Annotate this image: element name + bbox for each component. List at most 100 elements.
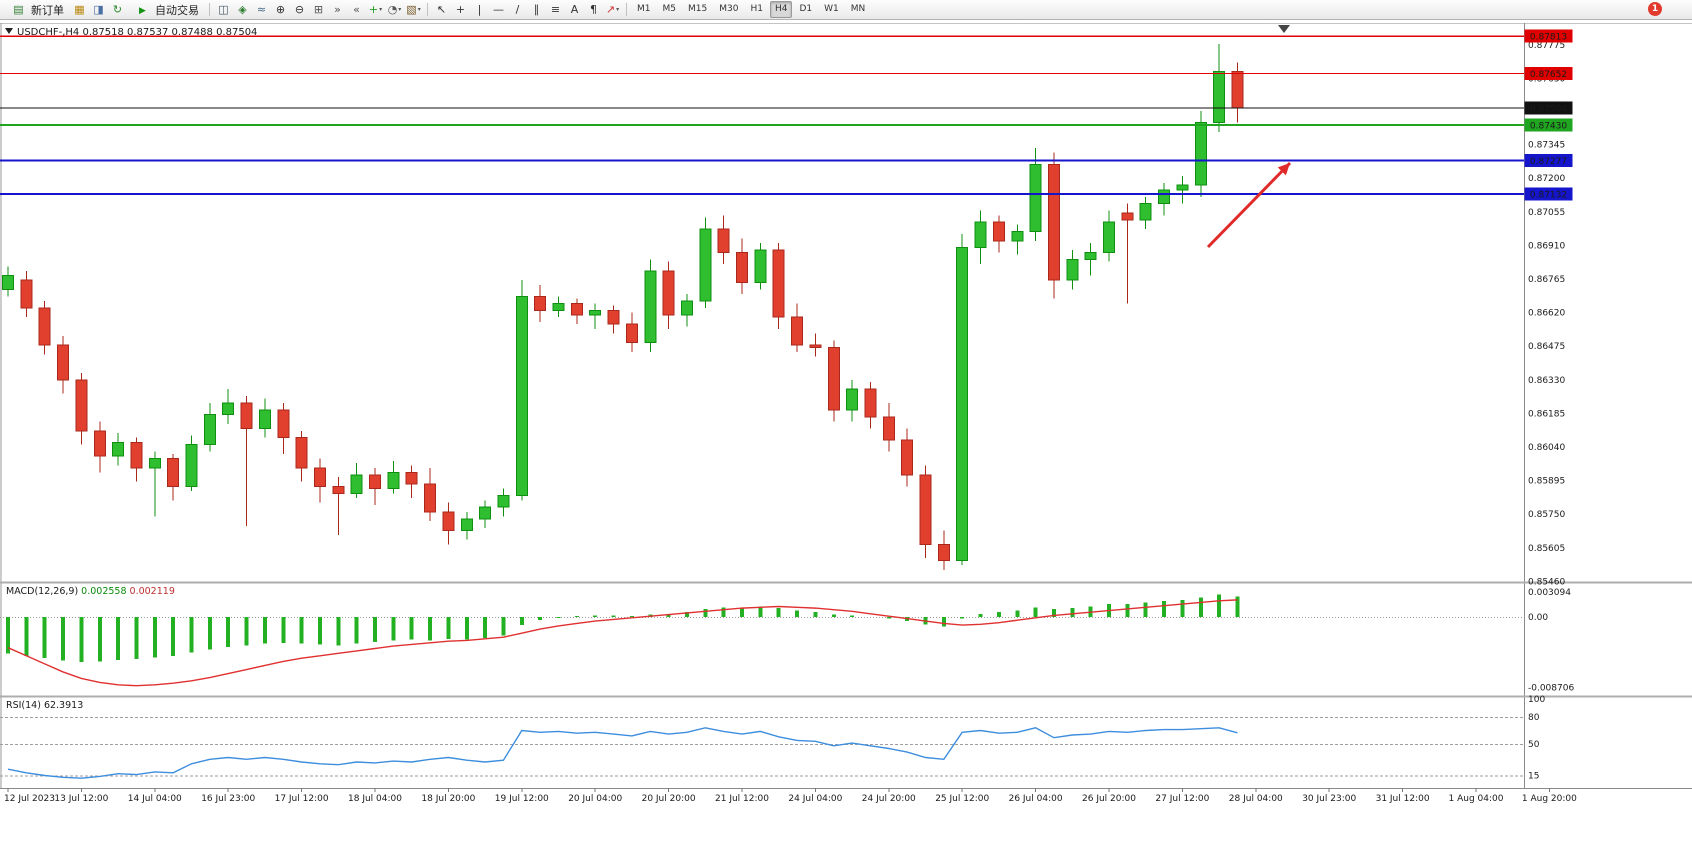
- candle: [589, 309, 602, 316]
- price-axis-label: 0.86620: [1528, 309, 1565, 319]
- price-badge-label: 0.87430: [1530, 121, 1567, 131]
- fibonacci-icon[interactable]: ≡: [550, 2, 561, 16]
- new-chart-icon[interactable]: ▦: [74, 2, 85, 16]
- chart-shift-icon[interactable]: «: [353, 2, 360, 16]
- candle: [809, 344, 822, 348]
- timeframe-h1[interactable]: H1: [750, 4, 763, 14]
- toolbar-separator: [427, 3, 428, 16]
- candlestick-chart-icon[interactable]: ◈: [238, 2, 247, 16]
- rsi-axis-label: 80: [1528, 713, 1540, 723]
- candle: [405, 471, 418, 485]
- auto-trading-label: 自动交易: [155, 4, 199, 17]
- auto-trading-button[interactable]: ▶ 自动交易: [127, 1, 205, 18]
- bar-chart-icon[interactable]: ◫: [218, 2, 229, 16]
- text-icon[interactable]: A: [570, 2, 579, 16]
- timeframe-d1[interactable]: D1: [799, 4, 813, 14]
- price-axis-label: 0.86765: [1528, 275, 1565, 285]
- candle: [497, 495, 510, 508]
- arrow-object-head[interactable]: [1277, 163, 1290, 176]
- arrow-object[interactable]: [1206, 161, 1292, 249]
- timeframe-m30[interactable]: M30: [719, 4, 739, 14]
- price-axis-label: 0.87345: [1528, 141, 1565, 151]
- candle: [736, 251, 748, 283]
- candle: [387, 471, 400, 490]
- candle: [1213, 71, 1226, 124]
- macd-signal-line: [7, 599, 1238, 687]
- price-axis-label: 0.87200: [1528, 174, 1565, 184]
- candle: [846, 388, 859, 411]
- price-axis-label: 0.85750: [1528, 510, 1565, 520]
- candle: [1011, 231, 1024, 242]
- rsi-axis-label: 15: [1528, 772, 1539, 782]
- dropdown-arrow-icon: ▾: [616, 5, 620, 13]
- templates-icon[interactable]: ▧ ▾: [406, 2, 421, 16]
- candle: [644, 270, 657, 344]
- candle: [277, 409, 290, 439]
- candle: [1103, 221, 1115, 253]
- new-order-icon: ▤: [13, 3, 24, 16]
- candle: [424, 483, 437, 513]
- vertical-line-icon[interactable]: |: [477, 2, 482, 16]
- time-axis-label: 13 Jul 12:00: [54, 794, 108, 804]
- candle: [313, 467, 326, 487]
- price-axis-label: 0.86330: [1528, 376, 1565, 386]
- one-click-trading-toggle-icon[interactable]: [5, 28, 13, 34]
- time-axis-label: 12 Jul 2023: [4, 794, 55, 804]
- dropdown-arrow-icon: ▾: [379, 5, 383, 13]
- label-icon[interactable]: ¶: [590, 2, 597, 16]
- notification-badge[interactable]: 1: [1648, 2, 1662, 16]
- chart-shift-marker[interactable]: [1278, 25, 1290, 33]
- time-axis-label: 28 Jul 04:00: [1229, 794, 1283, 804]
- candle: [956, 247, 969, 562]
- price-badge: [1524, 187, 1573, 201]
- rsi-line: [7, 727, 1238, 779]
- indicators-icon[interactable]: + ▾: [368, 2, 383, 16]
- zoom-out-icon[interactable]: ⊖: [294, 2, 305, 16]
- time-axis-label: 1 Aug 20:00: [1522, 794, 1577, 804]
- horizontal-line-icon[interactable]: —: [493, 2, 504, 16]
- timeframe-m5[interactable]: M5: [662, 4, 677, 14]
- zoom-in-icon[interactable]: ⊕: [275, 2, 286, 16]
- profiles-icon[interactable]: ◨: [93, 2, 104, 16]
- candle: [1066, 258, 1079, 281]
- timeframe-h4[interactable]: H4: [769, 1, 793, 18]
- time-axis-label: 17 Jul 12:00: [275, 794, 329, 804]
- candle: [57, 344, 70, 381]
- candle: [1029, 163, 1042, 233]
- candle: [625, 323, 638, 344]
- candle: [258, 409, 271, 429]
- macd-label: MACD(12,26,9) 0.002558 0.002119: [6, 586, 175, 597]
- cursor-icon[interactable]: ↖: [436, 2, 447, 16]
- candle: [662, 270, 675, 316]
- price-badge: [1524, 101, 1573, 115]
- rsi-axis-label: 50: [1528, 740, 1540, 750]
- arrows-icon[interactable]: ↗ ▾: [605, 2, 620, 16]
- price-axis-label: 0.85460: [1528, 577, 1565, 587]
- timeframe-m1[interactable]: M1: [637, 4, 651, 14]
- timeframe-m15[interactable]: M15: [688, 4, 708, 14]
- candle: [772, 249, 785, 318]
- candle: [295, 437, 308, 469]
- periods-icon[interactable]: ◔ ▾: [387, 2, 402, 16]
- auto-scroll-icon[interactable]: »: [334, 2, 341, 16]
- candle: [240, 402, 253, 429]
- trendline-icon[interactable]: /: [515, 2, 520, 16]
- price-axis-label: 0.87055: [1528, 208, 1565, 218]
- candle: [203, 414, 216, 446]
- macd-axis-label: -0.008706: [1528, 683, 1574, 693]
- channel-icon[interactable]: ∥: [533, 2, 540, 16]
- new-order-button[interactable]: ▤ 新订单: [3, 1, 70, 18]
- candle: [350, 474, 363, 494]
- candle: [827, 346, 840, 411]
- price-axis-label: 0.86040: [1528, 443, 1565, 453]
- tile-windows-icon[interactable]: ⊞: [313, 2, 324, 16]
- timeframe-w1[interactable]: W1: [824, 4, 839, 14]
- candle: [882, 416, 895, 441]
- crosshair-icon[interactable]: +: [455, 2, 466, 16]
- refresh-icon[interactable]: ↻: [112, 2, 123, 16]
- line-chart-icon[interactable]: ≈: [256, 2, 267, 16]
- chart-canvas[interactable]: USDCHF-,H4 0.87518 0.87537 0.87488 0.875…: [0, 20, 1692, 850]
- candle: [699, 228, 712, 302]
- timeframe-mn[interactable]: MN: [850, 4, 866, 14]
- time-axis-label: 31 Jul 12:00: [1376, 794, 1430, 804]
